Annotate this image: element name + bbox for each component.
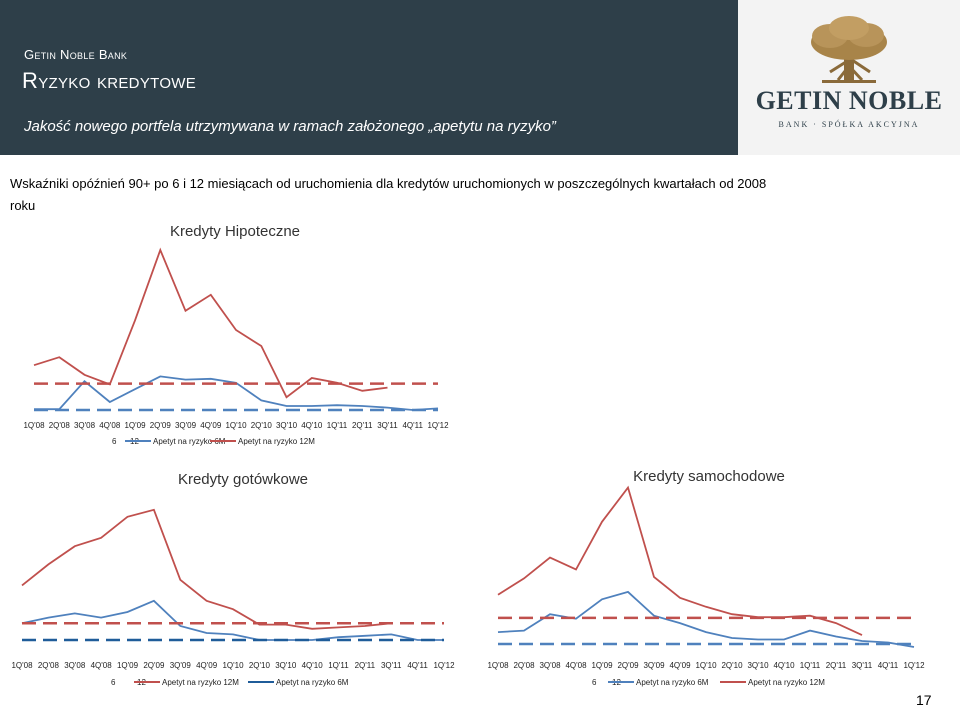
x-tick-label: 4Q'11	[402, 421, 423, 430]
page-number: 17	[916, 692, 932, 708]
legend-entry: Apetyt na ryzyko 12M	[748, 678, 825, 687]
x-tick-label: 1Q'08	[487, 661, 509, 670]
x-tick-label: 1Q'08	[23, 421, 45, 430]
x-tick-label: 4Q'08	[565, 661, 587, 670]
x-tick-label: 3Q'11	[377, 421, 398, 430]
x-tick-label: 1Q'12	[903, 661, 925, 670]
chart-samochodowe: Kredyty samochodowe 1Q'08 2Q'08 3Q'08 4Q'08 1…	[487, 468, 925, 687]
x-tick-label: 2Q'09	[143, 661, 165, 670]
x-tick-label: 1Q'11	[800, 661, 821, 670]
chart-title: Kredyty gotówkowe	[178, 471, 308, 488]
chart-gotowkowe: Kredyty gotówkowe 1Q'08 2Q'08 3Q'08 4Q'08 1Q'…	[11, 471, 455, 687]
x-tick-label: 3Q'10	[276, 421, 298, 430]
legend-entry: 6	[112, 437, 117, 446]
series-line-0	[21, 599, 444, 641]
chart-title: Kredyty samochodowe	[633, 468, 785, 485]
x-tick-label: 4Q'09	[200, 421, 222, 430]
x-tick-label: 3Q'10	[747, 661, 769, 670]
bank-name: Getin Noble Bank	[24, 47, 128, 62]
series-line-1	[33, 247, 388, 399]
x-tick-label: 4Q'10	[773, 661, 795, 670]
x-tick-label: 4Q'09	[669, 661, 691, 670]
series-line-1	[497, 485, 863, 636]
x-tick-label: 2Q'08	[49, 421, 71, 430]
x-tick-label: 1Q'10	[695, 661, 717, 670]
oak-tree-icon	[811, 16, 887, 83]
header-banner	[0, 0, 738, 155]
legend-entry: Apetyt na ryzyko 12M	[162, 678, 239, 687]
x-tick-label: 4Q'08	[99, 421, 121, 430]
x-tick-label: 3Q'08	[64, 661, 86, 670]
legend-entry: Apetyt na ryzyko 6M	[153, 437, 226, 446]
x-tick-label: 4Q'08	[91, 661, 113, 670]
x-tick-label: 1Q'09	[591, 661, 613, 670]
x-tick-label: 2Q'09	[150, 421, 172, 430]
x-tick-label: 1Q'08	[11, 661, 33, 670]
x-tick-label: 2Q'08	[38, 661, 60, 670]
page-title: Ryzyko kredytowe	[22, 68, 197, 93]
x-tick-label: 1Q'12	[427, 421, 449, 430]
x-tick-label: 3Q'09	[643, 661, 665, 670]
x-tick-label: 4Q'09	[196, 661, 218, 670]
logo-wordmark: GETIN NOBLE	[755, 86, 943, 115]
x-tick-label: 1Q'11	[328, 661, 349, 670]
x-tick-label: 1Q'10	[225, 421, 247, 430]
series-line-1	[21, 508, 392, 630]
x-tick-label: 1Q'09	[117, 661, 139, 670]
x-tick-label: 3Q'11	[381, 661, 402, 670]
intro-text: Wskaźniki opóźnień 90+ po 6 i 12 miesiąc…	[10, 176, 767, 213]
x-tick-label: 1Q'10	[222, 661, 244, 670]
series-line-0	[497, 590, 915, 648]
x-tick-label: 4Q'10	[301, 421, 323, 430]
x-tick-label: 4Q'11	[878, 661, 899, 670]
legend-entry: Apetyt na ryzyko 6M	[636, 678, 709, 687]
x-tick-label: 1Q'11	[327, 421, 348, 430]
x-tick-label: 3Q'11	[852, 661, 873, 670]
series-line-0	[34, 375, 439, 411]
x-tick-label: 3Q'10	[275, 661, 297, 670]
legend-entry: 6	[592, 678, 597, 687]
logo-tagline: BANK · SPÓŁKA AKCYJNA	[778, 120, 920, 129]
legend-entry: Apetyt na ryzyko 6M	[276, 678, 349, 687]
legend-entry: 6	[111, 678, 116, 687]
x-tick-label: 4Q'11	[407, 661, 428, 670]
x-tick-label: 2Q'10	[249, 661, 271, 670]
x-tick-label: 4Q'10	[302, 661, 324, 670]
page-subtitle: Jakość nowego portfela utrzymywana w ram…	[24, 118, 556, 135]
x-tick-label: 2Q'11	[355, 661, 376, 670]
x-tick-label: 2Q'11	[826, 661, 847, 670]
x-tick-label: 2Q'09	[617, 661, 639, 670]
x-tick-label: 3Q'08	[539, 661, 561, 670]
x-tick-label: 1Q'12	[433, 661, 455, 670]
x-tick-label: 2Q'10	[721, 661, 743, 670]
chart-title: Kredyty Hipoteczne	[170, 223, 300, 240]
x-tick-label: 3Q'09	[175, 421, 197, 430]
x-tick-label: 2Q'10	[251, 421, 273, 430]
x-tick-label: 2Q'11	[352, 421, 373, 430]
x-tick-label: 1Q'09	[124, 421, 146, 430]
legend-entry: Apetyt na ryzyko 12M	[238, 437, 315, 446]
x-tick-label: 3Q'08	[74, 421, 96, 430]
x-tick-label: 3Q'09	[170, 661, 192, 670]
x-tick-label: 2Q'08	[513, 661, 535, 670]
logo-panel: GETIN NOBLE BANK · SPÓŁKA AKCYJNA	[738, 0, 960, 155]
